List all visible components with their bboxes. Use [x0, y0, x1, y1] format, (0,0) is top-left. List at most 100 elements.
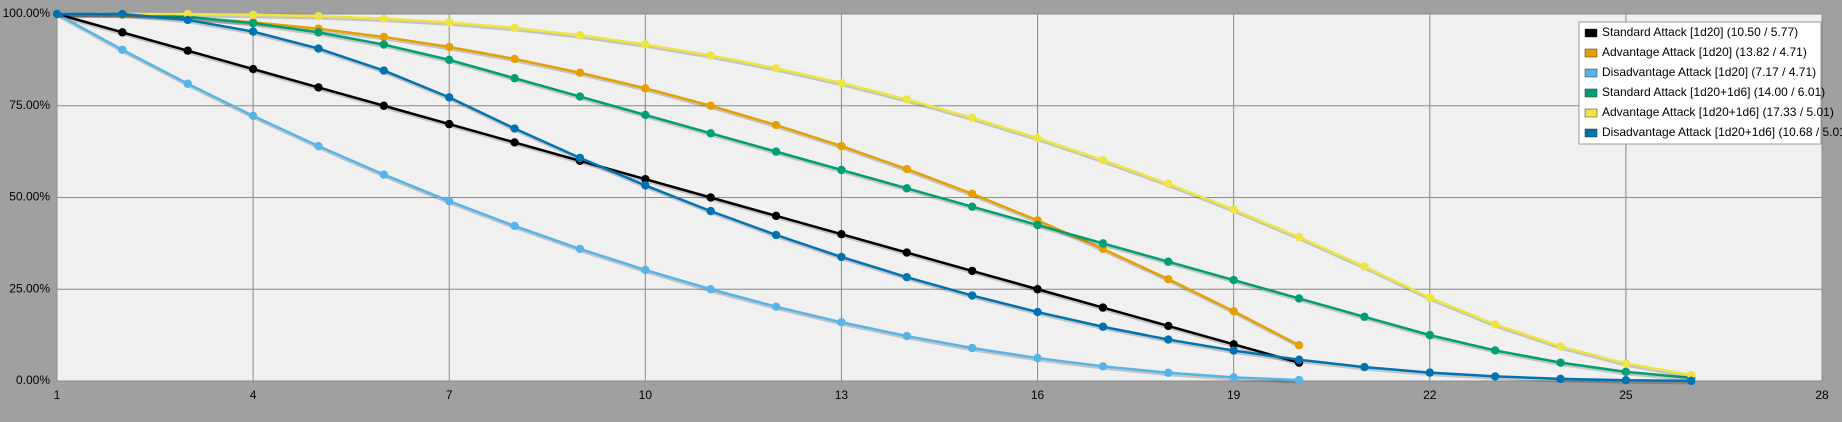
line-shadow [57, 14, 1301, 367]
point [1687, 370, 1696, 380]
legend-swatch [1584, 88, 1598, 98]
point [771, 302, 781, 311]
point [379, 40, 389, 49]
point [575, 92, 585, 101]
series-line [56, 12, 1300, 364]
point [1033, 220, 1042, 230]
point [248, 111, 258, 121]
point [1033, 133, 1042, 143]
point [706, 206, 715, 216]
point [641, 265, 650, 275]
point [902, 272, 912, 282]
point [1490, 346, 1500, 355]
point [510, 74, 519, 83]
point [510, 23, 519, 33]
point [902, 164, 912, 174]
y-tick-label: 50.00% [9, 190, 50, 204]
point [510, 138, 519, 147]
series-line [57, 12, 1692, 380]
point [1164, 321, 1173, 331]
point [379, 101, 389, 110]
point [510, 124, 519, 133]
point [967, 113, 977, 123]
point [706, 51, 715, 60]
point [510, 221, 519, 231]
y-tick-label: 75.00% [9, 98, 50, 112]
point [1556, 342, 1565, 351]
point [314, 44, 323, 53]
point [1098, 322, 1108, 331]
point [1621, 367, 1631, 377]
point [1556, 374, 1565, 384]
point [1425, 293, 1434, 302]
point [1360, 362, 1369, 372]
point [314, 11, 323, 21]
point [1294, 355, 1304, 364]
point [248, 10, 258, 19]
point [641, 84, 650, 93]
point [706, 129, 715, 138]
point [183, 9, 192, 19]
x-tick-label: 13 [835, 388, 849, 402]
point [1098, 155, 1108, 165]
point [1033, 285, 1042, 294]
y-tick-label: 0.00% [16, 373, 50, 387]
point [837, 78, 846, 88]
point [445, 93, 454, 102]
point [575, 31, 585, 40]
point [1098, 362, 1108, 371]
x-tick-label: 7 [446, 388, 453, 402]
point [967, 291, 977, 300]
point [1490, 320, 1500, 329]
point [445, 18, 454, 27]
legend-swatch [1584, 108, 1598, 118]
legend-label: Standard Attack [1d20] (10.50 / 5.77) [1602, 25, 1798, 39]
line-shadow [57, 14, 1301, 384]
point [1621, 376, 1631, 385]
point [1164, 335, 1173, 344]
point [641, 174, 650, 184]
point [1229, 346, 1238, 355]
x-tick-label: 28 [1815, 388, 1829, 402]
point [706, 101, 715, 110]
point [1556, 358, 1565, 367]
series-line [57, 12, 1692, 377]
x-tick-label: 10 [639, 388, 653, 402]
point [314, 141, 323, 151]
point [771, 211, 781, 221]
point [1229, 340, 1238, 349]
point [1164, 179, 1173, 189]
point [1490, 372, 1500, 381]
x-tick-label: 4 [250, 388, 257, 402]
point [641, 181, 650, 190]
point [1294, 232, 1304, 242]
point [967, 189, 977, 199]
y-tick-label: 100.00% [3, 6, 51, 20]
point [1098, 239, 1108, 248]
line-shadow [58, 14, 1693, 379]
point [1033, 307, 1042, 317]
point [837, 165, 846, 175]
legend-label: Advantage Attack [1d20] (13.82 / 4.71) [1602, 45, 1807, 59]
point [902, 331, 912, 341]
point [314, 83, 323, 92]
point [248, 27, 258, 36]
point [1164, 368, 1173, 377]
point [837, 141, 846, 151]
point [771, 147, 781, 156]
point [118, 9, 127, 19]
point [575, 68, 585, 77]
point [248, 18, 258, 28]
series-line [56, 12, 1300, 347]
point [1229, 275, 1238, 285]
point [1621, 359, 1631, 368]
point [706, 193, 715, 202]
x-tick-label: 1 [54, 388, 61, 402]
point [445, 42, 454, 52]
point [510, 54, 519, 64]
series-line [56, 12, 1300, 382]
x-tick-label: 25 [1619, 388, 1633, 402]
legend-label: Disadvantage Attack [1d20] (7.17 / 4.71) [1602, 65, 1816, 79]
point [837, 318, 846, 327]
point [902, 95, 912, 104]
